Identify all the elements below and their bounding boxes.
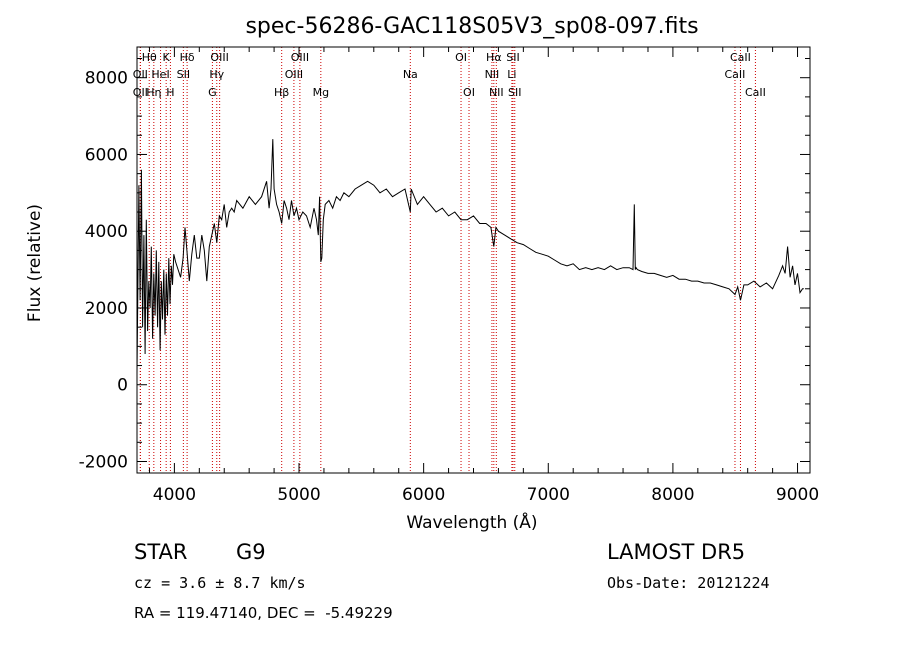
x-tick-label: 7000	[527, 485, 570, 505]
line-label: Hδ	[180, 51, 195, 64]
x-axis-ticks: 4000 5000 6000 7000 8000 9000	[148, 47, 819, 505]
line-label: Hβ	[274, 86, 289, 99]
x-tick-label: 6000	[402, 485, 445, 505]
y-tick-label: 0	[117, 376, 128, 396]
y-axis-ticks: -2000 0 2000 4000 6000 8000	[79, 58, 810, 472]
spectrum-line	[136, 139, 804, 374]
line-label: SII	[506, 51, 519, 64]
line-label: OIII	[210, 51, 228, 64]
line-label: Hα	[486, 51, 502, 64]
line-label: OII	[133, 68, 148, 81]
plot-frame	[136, 46, 811, 474]
line-label: CaII	[730, 51, 751, 64]
y-tick-label: 2000	[85, 299, 128, 319]
line-label: OI	[463, 86, 475, 99]
line-label: SII	[508, 86, 521, 99]
y-tick-label: -2000	[79, 452, 128, 472]
line-label: K	[163, 51, 171, 64]
line-label: NII	[485, 68, 500, 81]
line-label: OIII	[291, 51, 309, 64]
object-class: STAR	[134, 540, 188, 564]
line-label: Hη	[146, 86, 161, 99]
line-label: Hθ	[142, 51, 157, 64]
line-label: OIII	[285, 68, 303, 81]
x-tick-label: 8000	[651, 485, 694, 505]
line-label: Mg	[313, 86, 329, 99]
line-label: H	[166, 86, 174, 99]
x-axis-label: Wavelength (Å)	[406, 511, 537, 533]
y-tick-label: 4000	[85, 222, 128, 242]
spectral-line-markers	[139, 47, 756, 473]
line-label: OI	[455, 51, 467, 64]
y-axis-label: Flux (relative)	[25, 204, 45, 322]
chart-title: spec-56286-GAC118S05V3_sp08-097.fits	[245, 14, 698, 39]
line-label: CaII	[745, 86, 766, 99]
y-tick-label: 8000	[85, 69, 128, 89]
observation-date: Obs-Date: 20121224	[607, 574, 770, 592]
x-tick-label: 9000	[776, 485, 819, 505]
line-label: G	[208, 86, 217, 99]
line-label: Hγ	[209, 68, 224, 81]
y-tick-label: 6000	[85, 145, 128, 165]
object-subclass: G9	[236, 540, 266, 564]
coordinates: RA = 119.47140, DEC = -5.49229	[134, 604, 393, 622]
line-label: SII	[177, 68, 190, 81]
line-label: Na	[403, 68, 418, 81]
line-label: NII	[489, 86, 504, 99]
x-tick-label: 4000	[153, 485, 196, 505]
line-label: CaII	[725, 68, 746, 81]
survey-name: LAMOST DR5	[607, 540, 746, 564]
x-tick-label: 5000	[277, 485, 320, 505]
line-label: Li	[507, 68, 516, 81]
line-label: HeI	[151, 68, 169, 81]
redshift-velocity: cz = 3.6 ± 8.7 km/s	[134, 574, 306, 592]
